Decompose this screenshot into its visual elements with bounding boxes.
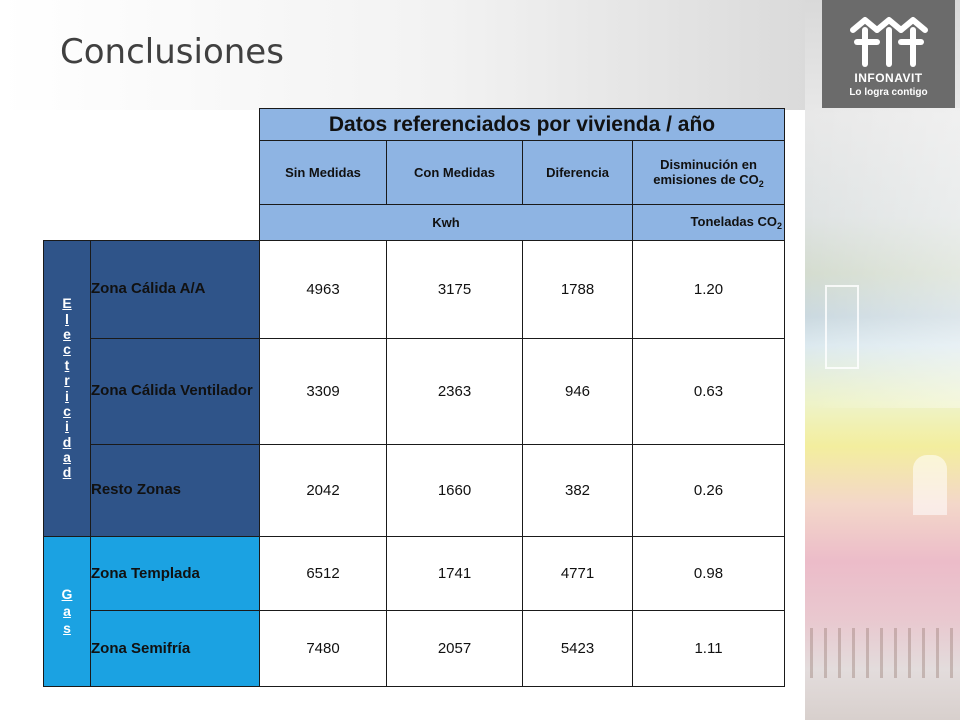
cell-co2: 0.98	[632, 536, 785, 611]
cell-co2: 0.63	[632, 338, 785, 445]
cell-diferencia: 4771	[522, 536, 633, 611]
emissions-table: Datos referenciados por vivienda / año S…	[43, 108, 785, 687]
category-letter: s	[63, 619, 71, 636]
category-letter: d	[62, 433, 72, 450]
cell-sin-medidas: 6512	[259, 536, 387, 611]
cell-diferencia: 5423	[522, 610, 633, 687]
category-letter: d	[62, 464, 72, 481]
category-letter: c	[63, 402, 71, 419]
header-background	[0, 0, 810, 110]
unit-toneladas-subscript: 2	[776, 221, 782, 231]
table-corner-blank	[44, 109, 260, 241]
logo-wordmark: INFONAVIT	[854, 71, 923, 85]
cell-sin-medidas: 7480	[259, 610, 387, 687]
table-heading: Datos referenciados por vivienda / año	[259, 108, 785, 141]
cell-con-medidas: 1660	[386, 444, 523, 537]
logo-slogan: Lo logra contigo	[849, 87, 928, 98]
row-label-zona-semifria: Zona Semifría	[90, 610, 260, 687]
col-header-disminucion: Disminución en emisiones de CO2	[632, 140, 785, 205]
category-letter: e	[63, 325, 71, 342]
category-letter: a	[63, 603, 71, 620]
cell-diferencia: 382	[522, 444, 633, 537]
infonavit-logo: INFONAVIT Lo logra contigo	[822, 0, 955, 108]
category-letter: r	[64, 372, 70, 389]
col-header-disminucion-subscript: 2	[758, 178, 764, 189]
row-label-zona-calida-aa: Zona Cálida A/A	[90, 240, 260, 339]
category-letter: t	[64, 356, 70, 373]
col-header-diferencia: Diferencia	[522, 140, 633, 205]
cell-diferencia: 1788	[522, 240, 633, 339]
category-letter: c	[63, 341, 71, 358]
unit-toneladas: Toneladas CO2	[632, 204, 785, 241]
col-header-con-medidas: Con Medidas	[386, 140, 523, 205]
cell-sin-medidas: 4963	[259, 240, 387, 339]
cell-diferencia: 946	[522, 338, 633, 445]
category-gas: G a s	[43, 536, 91, 687]
category-letter: i	[65, 387, 69, 404]
slide-title: Conclusiones	[60, 32, 284, 72]
cell-co2: 1.20	[632, 240, 785, 339]
category-electricidad: E l e c t r i c i d a d	[43, 240, 91, 537]
category-letter: a	[63, 449, 71, 466]
cell-sin-medidas: 3309	[259, 338, 387, 445]
col-header-disminucion-text: Disminución en emisiones de CO	[653, 156, 759, 187]
category-letter: G	[61, 586, 73, 603]
decorative-house-photo	[805, 0, 960, 720]
cell-con-medidas: 2363	[386, 338, 523, 445]
row-label-zona-templada: Zona Templada	[90, 536, 260, 611]
category-letter: l	[65, 310, 69, 327]
category-letter: i	[65, 418, 69, 435]
unit-toneladas-text: Toneladas CO	[690, 214, 777, 229]
cell-con-medidas: 1741	[386, 536, 523, 611]
cell-con-medidas: 2057	[386, 610, 523, 687]
unit-kwh: Kwh	[259, 204, 633, 241]
col-header-sin-medidas: Sin Medidas	[259, 140, 387, 205]
cell-con-medidas: 3175	[386, 240, 523, 339]
cell-co2: 0.26	[632, 444, 785, 537]
row-label-resto-zonas: Resto Zonas	[90, 444, 260, 537]
cell-co2: 1.11	[632, 610, 785, 687]
infonavit-houses-icon	[850, 17, 928, 67]
category-letter: E	[62, 295, 72, 312]
cell-sin-medidas: 2042	[259, 444, 387, 537]
row-label-zona-calida-ventilador: Zona Cálida Ventilador	[90, 338, 260, 445]
